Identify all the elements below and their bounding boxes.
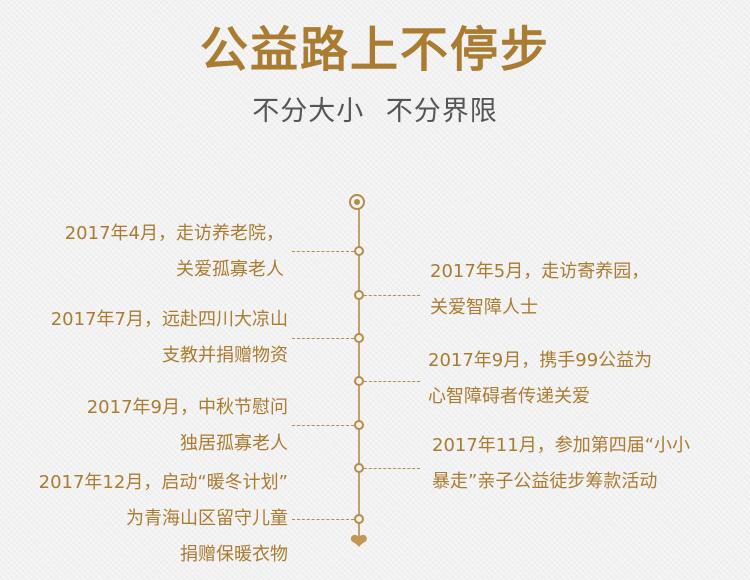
timeline-node-7 [354, 514, 364, 524]
timeline-connector-2 [364, 295, 420, 296]
subtitle-part-2: 不分界限 [385, 96, 498, 127]
page-subtitle: 不分大小 不分界限 [0, 92, 750, 132]
timeline-connector-1 [292, 251, 354, 252]
timeline-node-5 [354, 420, 364, 430]
timeline-event-2: 2017年5月，走访寄养园， 关爱智障人士 [430, 254, 649, 326]
timeline-connector-5 [292, 425, 354, 426]
event-6-line-2: 暴走”亲子公益徒步筹款活动 [432, 471, 658, 492]
event-2-line-2: 关爱智障人士 [430, 297, 538, 318]
timeline-event-6: 2017年11月，参加第四届“小小 暴走”亲子公益徒步筹款活动 [432, 428, 690, 500]
timeline-axis [358, 203, 360, 543]
timeline-node-1 [354, 246, 364, 256]
heart-icon: ❤ [349, 530, 369, 555]
page-title: 公益路上不停步 [199, 22, 550, 78]
timeline-node-2 [354, 290, 364, 300]
timeline-connector-3 [292, 338, 354, 339]
event-7-line-2: 为青海山区留守儿童 [126, 508, 288, 529]
timeline-event-5: 2017年9月，中秋节慰问 独居孤寡老人 [87, 390, 288, 462]
event-2-line-1: 2017年5月，走访寄养园， [430, 261, 650, 282]
event-6-line-1: 2017年11月，参加第四届“小小 [432, 435, 691, 456]
event-4-line-2: 心智障碍者传递关爱 [428, 386, 590, 407]
event-5-line-1: 2017年9月，中秋节慰问 [86, 397, 288, 418]
event-7-line-3: 捐赠保暖衣物 [180, 544, 288, 565]
event-3-line-1: 2017年7月，远赴四川大凉山 [50, 309, 288, 330]
timeline-event-7: 2017年12月，启动“暖冬计划” 为青海山区留守儿童 捐赠保暖衣物 [39, 465, 288, 573]
event-5-line-2: 独居孤寡老人 [180, 433, 288, 454]
subtitle-part-1: 不分大小 [252, 96, 365, 127]
event-4-line-1: 2017年9月，携手99公益为 [428, 350, 653, 371]
event-1-line-2: 关爱孤寡老人 [176, 259, 284, 280]
timeline-connector-6 [364, 468, 420, 469]
timeline-event-1: 2017年4月，走访养老院， 关爱孤寡老人 [65, 216, 284, 288]
timeline-connector-7 [292, 519, 354, 520]
timeline-event-3: 2017年7月，远赴四川大凉山 支教并捐赠物资 [51, 302, 288, 374]
timeline-node-4 [354, 376, 364, 386]
event-3-line-2: 支教并捐赠物资 [162, 345, 288, 366]
timeline-node-6 [354, 463, 364, 473]
timeline-start-icon [349, 194, 365, 210]
timeline-connector-4 [364, 381, 420, 382]
timeline-event-4: 2017年9月，携手99公益为 心智障碍者传递关爱 [428, 343, 652, 415]
event-7-line-1: 2017年12月，启动“暖冬计划” [38, 472, 288, 493]
timeline-node-3 [354, 333, 364, 343]
event-1-line-1: 2017年4月，走访养老院， [64, 223, 284, 244]
